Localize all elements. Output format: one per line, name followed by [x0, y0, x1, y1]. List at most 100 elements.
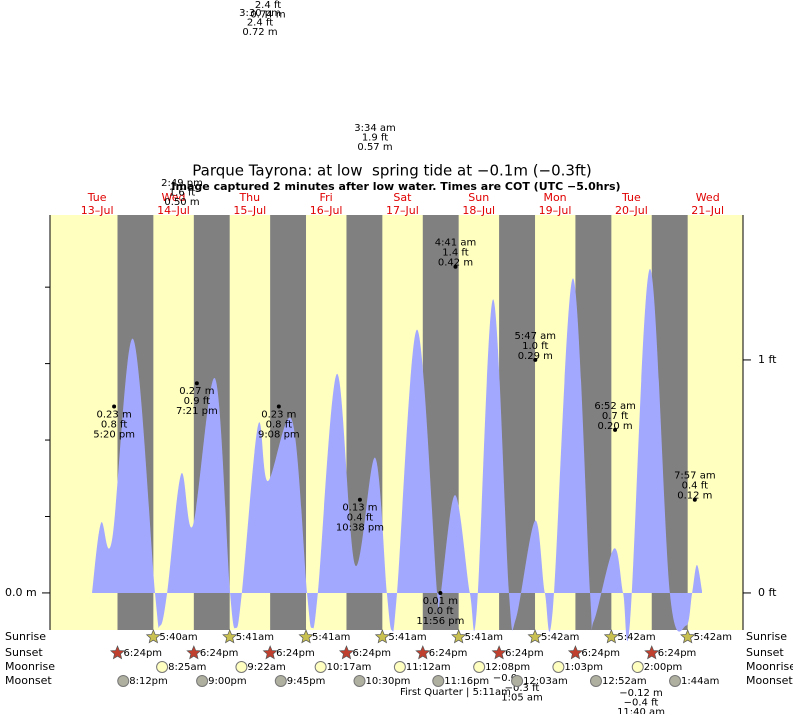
moonrise-time: 11:12am [406, 662, 451, 673]
day-name: Tue [621, 191, 641, 204]
day-date: 15–Jul [233, 204, 266, 217]
extreme-label: 11:56 pm [416, 616, 464, 627]
day-date: 18–Jul [462, 204, 495, 217]
moonrise-time: 12:08pm [485, 662, 530, 673]
tide-note: −0.4 ft [624, 698, 659, 709]
chart-title: Parque Tayrona: at low spring tide at −0… [192, 162, 591, 180]
tide-note: 1.9 ft [362, 133, 388, 144]
sunrise-icon [680, 629, 696, 644]
sunset-time: 6:24pm [505, 648, 544, 659]
day-name: Wed [161, 191, 185, 204]
chart-subtitle: Image captured 2 minutes after low water… [171, 180, 620, 193]
extreme-label: 0.4 ft [347, 513, 373, 524]
moonset-icon [353, 675, 366, 687]
sunset-time: 6:24pm [200, 648, 239, 659]
tide-note: 0.57 m [357, 142, 392, 153]
extreme-label: 4:41 am [435, 238, 477, 249]
sunrise-icon [603, 629, 619, 644]
extreme-label: 5:20 pm [93, 430, 135, 441]
row-label: Moonrise [5, 660, 55, 673]
moon-phase: First Quarter | 5:11am [400, 687, 511, 698]
tide-note: 3:34 am [354, 123, 396, 134]
sunset-time: 6:24pm [352, 648, 391, 659]
extreme-dot [112, 404, 117, 409]
extreme-label: 0.0 ft [427, 606, 453, 617]
sunset-icon [491, 645, 507, 660]
moonset-icon [117, 675, 130, 687]
row-label: Moonrise [746, 660, 793, 673]
moonset-time: 12:03am [523, 676, 568, 687]
extreme-dot [613, 427, 618, 432]
day-background [50, 215, 743, 630]
extreme-label: 0.4 ft [682, 481, 708, 492]
extreme-label: 0.8 ft [101, 420, 127, 431]
sunset-icon [415, 645, 431, 660]
sunrise-icon [451, 629, 467, 644]
extreme-label: 5:47 am [515, 331, 557, 342]
moonrise-icon [393, 661, 406, 673]
extreme-label: 0.7 ft [602, 411, 628, 422]
extreme-label: 0.9 ft [184, 396, 210, 407]
sunrise-time: 5:41am [236, 632, 274, 643]
row-label: Sunrise [746, 630, 787, 643]
extreme-label: 1.4 ft [442, 248, 468, 259]
moonset-time: 9:00pm [208, 676, 247, 687]
extreme-label: 0.42 m [438, 258, 473, 269]
tide-note: 0.50 m [164, 197, 199, 208]
y-tick-label: 1 ft [758, 353, 777, 366]
extreme-dot [533, 357, 538, 362]
moonset-icon [432, 675, 445, 687]
moonset-time: 9:45pm [287, 676, 326, 687]
extreme-label: 0.20 m [597, 421, 632, 432]
sunrise-time: 5:41am [388, 632, 426, 643]
moonrise-time: 8:25am [168, 662, 206, 673]
moonrise-time: 1:03pm [564, 662, 603, 673]
sunrise-time: 5:42am [617, 632, 655, 643]
row-label: Sunset [5, 646, 43, 659]
tide-note: −0.12 m [619, 688, 663, 699]
sunrise-icon [298, 629, 314, 644]
day-date: 21–Jul [691, 204, 724, 217]
moonrise-time: 2:00pm [644, 662, 683, 673]
moonrise-time: 9:22am [247, 662, 285, 673]
day-date: 17–Jul [386, 204, 419, 217]
tide-note: 0.72 m [242, 27, 277, 38]
moonrise-icon [314, 661, 327, 673]
moonrise-icon [156, 661, 169, 673]
day-date: 16–Jul [310, 204, 343, 217]
moonset-icon [274, 675, 287, 687]
moonset-time: 11:16pm [444, 676, 489, 687]
sunrise-icon [374, 629, 390, 644]
sunrise-icon [222, 629, 238, 644]
extreme-label: 6:52 am [594, 401, 636, 412]
tide-note: 2.4 ft [247, 18, 273, 29]
extreme-label: 7:57 am [674, 471, 716, 482]
tide-note: 2.4 ft [255, 0, 281, 11]
moonset-icon [196, 675, 209, 687]
sunrise-time: 5:42am [541, 632, 579, 643]
tide-note: 2:49 pm [161, 178, 203, 189]
tide-note: 0.74 m [250, 10, 285, 21]
moonset-time: 12:52am [602, 676, 647, 687]
day-name: Wed [696, 191, 720, 204]
row-label: Moonset [746, 674, 793, 687]
sunset-time: 6:24pm [276, 648, 315, 659]
sunrise-icon [527, 629, 543, 644]
extreme-label: 1.0 ft [522, 341, 548, 352]
sunset-time: 6:24pm [124, 648, 163, 659]
sunrise-icon [145, 629, 161, 644]
moonset-time: 8:12pm [129, 676, 168, 687]
moonset-icon [589, 675, 602, 687]
sunset-icon [109, 645, 126, 660]
y2-tick-label: 0.0 m [5, 586, 37, 599]
extreme-label: 0.12 m [677, 491, 712, 502]
moonrise-time: 10:17am [327, 662, 372, 673]
extreme-label: 0.13 m [342, 503, 377, 514]
extreme-dot [692, 497, 697, 502]
moonrise-icon [473, 661, 486, 673]
plot [50, 215, 743, 642]
extreme-label: 7:21 pm [176, 406, 218, 417]
y-tick-label: 0 ft [758, 586, 777, 599]
extreme-label: 0.23 m [261, 410, 296, 421]
day-date: 19–Jul [539, 204, 572, 217]
